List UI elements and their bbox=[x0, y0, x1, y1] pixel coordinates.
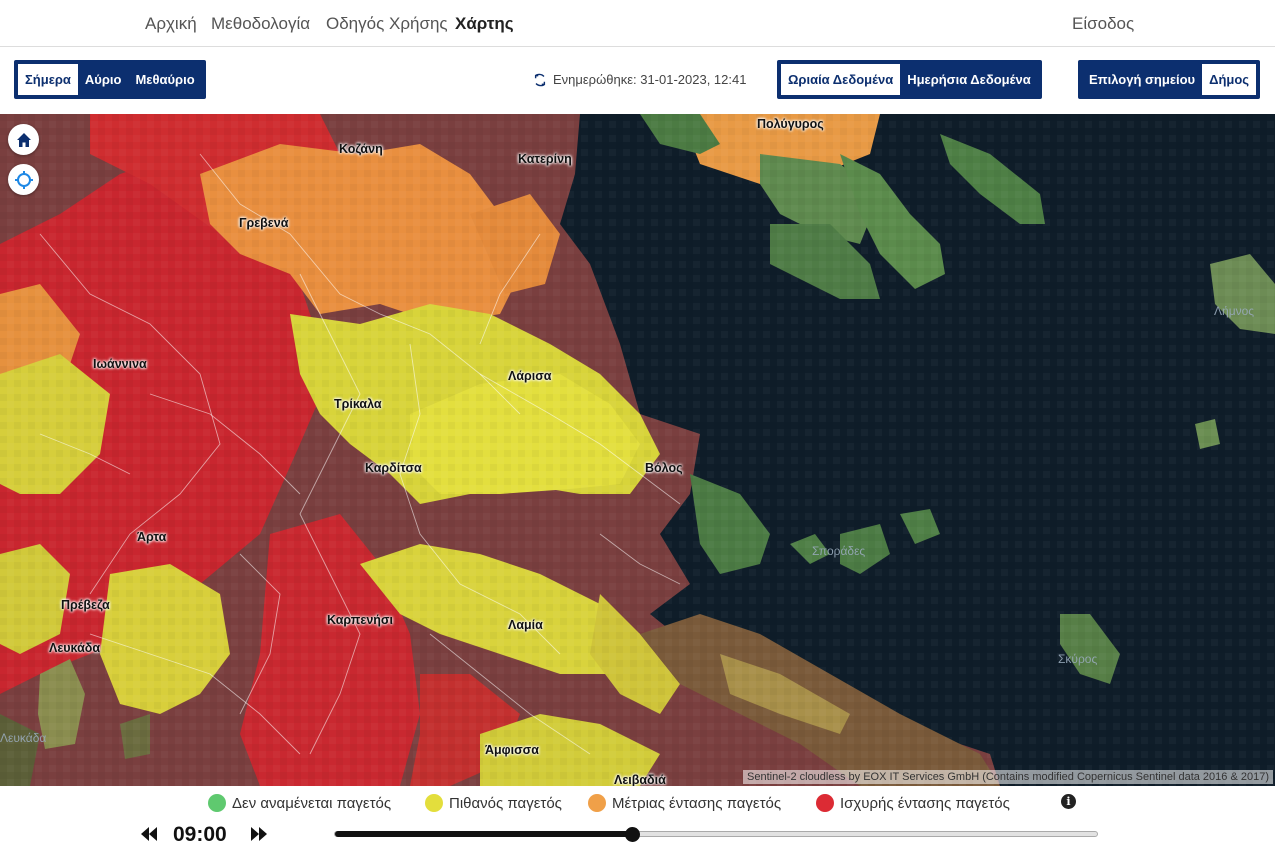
city-label-lefkada: Λευκάδα bbox=[49, 641, 101, 655]
day-selector: Σήμερα Αύριο Μεθαύριο bbox=[14, 60, 206, 99]
map-attribution[interactable]: Sentinel-2 cloudless by EOX IT Services … bbox=[743, 770, 1273, 784]
location-mode-selector: Επιλογή σημείου Δήμος bbox=[1078, 60, 1261, 99]
city-label-grevena: Γρεβενά bbox=[239, 216, 289, 230]
city-label-livadeia: Λειβαδιά bbox=[614, 773, 666, 786]
city-label-trikala: Τρίκαλα bbox=[334, 397, 382, 411]
legend-possible-frost: Πιθανός παγετός bbox=[425, 794, 562, 812]
city-label-ioannina: Ιωάννινα bbox=[93, 357, 147, 371]
top-navigation: Αρχική Μεθοδολογία Οδηγός Χρήσης Χάρτης … bbox=[0, 0, 1275, 47]
city-label-katerini: Κατερίνη bbox=[518, 152, 572, 166]
home-button[interactable] bbox=[8, 124, 39, 155]
legend-swatch-yellow bbox=[425, 794, 443, 812]
city-label-larisa: Λάρισα bbox=[508, 369, 552, 383]
locate-button[interactable] bbox=[8, 164, 39, 195]
next-hour-icon[interactable] bbox=[249, 825, 269, 843]
legend-moderate-frost: Μέτριας έντασης παγετός bbox=[588, 794, 781, 812]
city-label-polygyros: Πολύγυρος bbox=[757, 117, 824, 131]
city-label-preveza: Πρέβεζα bbox=[61, 598, 110, 612]
city-label-lamia: Λαμία bbox=[508, 618, 543, 632]
frost-map[interactable]: Κοζάνη Κατερίνη Πολύγυρος Γρεβενά Ιωάννι… bbox=[0, 114, 1275, 786]
region-label-skyros: Σκύρος bbox=[1058, 652, 1098, 666]
map-legend: Δεν αναμένεται παγετός Πιθανός παγετός Μ… bbox=[0, 786, 1275, 820]
hourly-data-button[interactable]: Ωριαία Δεδομένα bbox=[781, 64, 901, 95]
nav-methodology-link[interactable]: Μεθοδολογία bbox=[211, 14, 311, 33]
legend-severe-frost: Ισχυρής έντασης παγετός bbox=[816, 794, 1010, 812]
time-controls: 09:00 bbox=[0, 820, 1275, 854]
map-canvas[interactable] bbox=[0, 114, 1275, 786]
time-slider-fill bbox=[335, 831, 633, 837]
day-tomorrow-button[interactable]: Αύριο bbox=[84, 72, 122, 87]
time-slider[interactable] bbox=[334, 827, 1098, 842]
previous-hour-icon[interactable] bbox=[139, 825, 159, 843]
home-icon bbox=[16, 132, 31, 147]
day-after-tomorrow-button[interactable]: Μεθαύριο bbox=[135, 72, 195, 87]
legend-swatch-green bbox=[208, 794, 226, 812]
city-label-karpenisi: Καρπενήσι bbox=[327, 613, 393, 627]
daily-data-button[interactable]: Ημερήσια Δεδομένα bbox=[907, 72, 1031, 87]
last-updated-text: Ενημερώθηκε: 31-01-2023, 12:41 bbox=[553, 72, 747, 87]
region-label-sporades: Σποράδες bbox=[812, 544, 866, 558]
current-time: 09:00 bbox=[173, 823, 227, 846]
last-updated: Ενημερώθηκε: 31-01-2023, 12:41 bbox=[533, 72, 746, 87]
region-label-lefkada-island: Λευκάδα bbox=[0, 731, 47, 745]
map-toolbar: Σήμερα Αύριο Μεθαύριο Ενημερώθηκε: 31-01… bbox=[0, 48, 1275, 114]
nav-user-guide-link[interactable]: Οδηγός Χρήσης bbox=[326, 14, 448, 33]
day-today-button[interactable]: Σήμερα bbox=[18, 64, 78, 95]
municipality-button[interactable]: Δήμος bbox=[1202, 64, 1257, 95]
legend-swatch-orange bbox=[588, 794, 606, 812]
data-mode-selector: Ωριαία Δεδομένα Ημερήσια Δεδομένα bbox=[777, 60, 1042, 99]
nav-map-link[interactable]: Χάρτης bbox=[455, 14, 514, 33]
city-label-volos: Βόλος bbox=[645, 461, 683, 475]
info-icon[interactable]: i bbox=[1061, 794, 1076, 809]
legend-swatch-red bbox=[816, 794, 834, 812]
login-link[interactable]: Είσοδος bbox=[1072, 14, 1135, 33]
locate-icon bbox=[14, 170, 33, 189]
region-label-limnos: Λήμνος bbox=[1214, 304, 1255, 318]
legend-no-frost: Δεν αναμένεται παγετός bbox=[208, 794, 391, 812]
city-label-amfissa: Άμφισσα bbox=[485, 743, 539, 757]
city-label-karditsa: Καρδίτσα bbox=[365, 461, 422, 475]
city-label-kozani: Κοζάνη bbox=[339, 142, 383, 156]
nav-home-link[interactable]: Αρχική bbox=[145, 14, 197, 33]
city-label-arta: Άρτα bbox=[137, 530, 167, 544]
refresh-icon bbox=[534, 73, 546, 86]
select-point-button[interactable]: Επιλογή σημείου bbox=[1089, 72, 1196, 87]
time-slider-thumb[interactable] bbox=[625, 827, 641, 842]
